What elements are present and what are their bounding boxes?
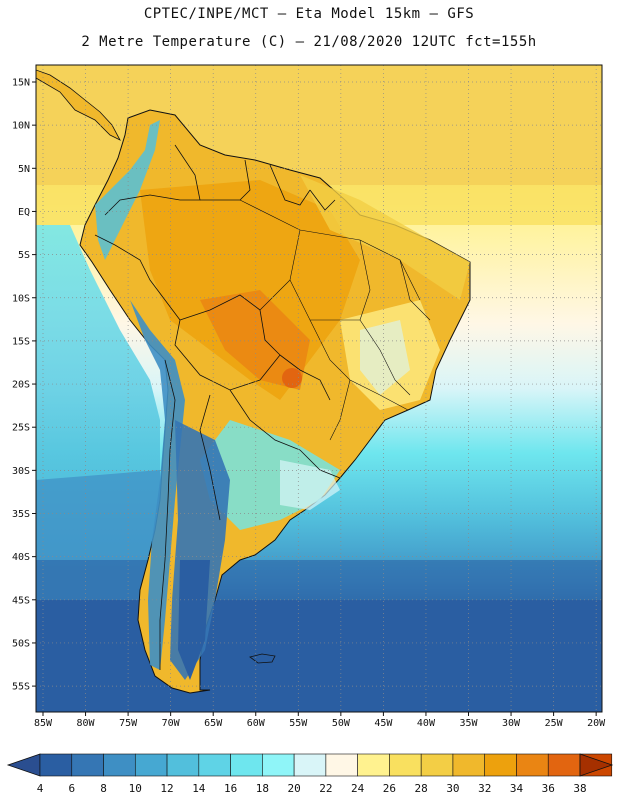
colorbar-swatch bbox=[39, 753, 73, 777]
lat-tick-label: 25S bbox=[12, 423, 30, 434]
colorbar-tick-label: 24 bbox=[351, 782, 365, 795]
map-title: CPTEC/INPE/MCT – Eta Model 15km – GFS bbox=[143, 6, 475, 22]
colorbar-tick-label: 6 bbox=[68, 782, 75, 795]
colorbar-swatch bbox=[484, 753, 517, 777]
lon-tick-label: 55W bbox=[289, 718, 308, 729]
colorbar-tick-label: 4 bbox=[37, 782, 44, 795]
colorbar-tick-label: 34 bbox=[510, 782, 524, 795]
lat-tick-label: 50S bbox=[12, 638, 30, 649]
lat-tick-label: 10N bbox=[12, 121, 30, 132]
map-subtitle: 2 Metre Temperature (C) – 21/08/2020 12U… bbox=[81, 34, 537, 50]
lon-tick-label: 35W bbox=[459, 718, 478, 729]
colorbar-tick-label: 18 bbox=[256, 782, 269, 795]
colorbar-swatch bbox=[389, 753, 422, 777]
lon-tick-label: 45W bbox=[374, 718, 393, 729]
state-borders bbox=[239, 199, 431, 441]
lon-tick-label: 60W bbox=[247, 718, 266, 729]
lat-tick-label: 15S bbox=[12, 336, 30, 347]
colorbar-low-arrow bbox=[6, 753, 41, 777]
lat-tick-label: 5S bbox=[18, 250, 30, 261]
lat-tick-label: EQ bbox=[18, 207, 30, 218]
colorbar-tick-label: 26 bbox=[383, 782, 396, 795]
colorbar-swatch bbox=[325, 753, 358, 777]
colorbar-tick-label: 30 bbox=[446, 782, 459, 795]
plot-frame bbox=[35, 64, 603, 713]
lon-tick-label: 25W bbox=[545, 718, 564, 729]
lon-tick-label: 40W bbox=[417, 718, 436, 729]
colorbar-swatch bbox=[357, 753, 390, 777]
colorbar: 4 6 8 10 12 14 16 18 20 22 24 26 28 30 32 34 36 38 bbox=[6, 753, 614, 795]
colorbar-tick-label: 8 bbox=[100, 782, 107, 795]
colorbar-swatch bbox=[230, 753, 263, 777]
map-plot-area bbox=[36, 65, 602, 712]
latitude-axis: 15N 10N 5N EQ 5S 10S 15S 20S 25S 30S 35S 40S 45S 50S 5… bbox=[12, 78, 36, 693]
lon-tick-label: 80W bbox=[77, 718, 96, 729]
colorbar-tick-label: 32 bbox=[478, 782, 491, 795]
colorbar-swatch bbox=[420, 753, 454, 777]
colorbar-swatch bbox=[293, 753, 327, 777]
colorbar-tick-label: 14 bbox=[192, 782, 206, 795]
lon-tick-label: 70W bbox=[162, 718, 181, 729]
falkland-islands bbox=[249, 653, 276, 664]
colorbar-swatch bbox=[166, 753, 200, 777]
colorbar-tick-label: 16 bbox=[224, 782, 237, 795]
colorbar-tick-label: 20 bbox=[287, 782, 300, 795]
colorbar-tick-label: 36 bbox=[542, 782, 555, 795]
colorbar-swatch bbox=[71, 753, 104, 777]
colorbar-swatch bbox=[198, 753, 231, 777]
colorbar-swatch bbox=[516, 753, 549, 777]
lon-tick-label: 50W bbox=[332, 718, 351, 729]
colorbar-high-arrow bbox=[579, 753, 614, 777]
colorbar-swatch bbox=[134, 753, 168, 777]
lat-tick-label: 5N bbox=[18, 164, 30, 175]
lat-tick-label: 55S bbox=[12, 682, 30, 693]
lat-tick-label: 45S bbox=[12, 595, 30, 606]
lat-tick-label: 40S bbox=[12, 552, 30, 563]
colorbar-swatch bbox=[547, 753, 581, 777]
longitude-axis: 85W 80W 75W 70W 65W 60W 55W 50W 45W 40W 35W 30W 25W 2… bbox=[34, 712, 606, 729]
colorbar-tick-label: 12 bbox=[160, 782, 173, 795]
lat-tick-label: 15N bbox=[12, 78, 30, 89]
lon-tick-label: 75W bbox=[119, 718, 138, 729]
lon-tick-label: 20W bbox=[587, 718, 606, 729]
colorbar-swatch bbox=[452, 753, 486, 777]
lat-tick-label: 20S bbox=[12, 380, 30, 391]
lat-tick-label: 30S bbox=[12, 466, 30, 477]
lon-tick-label: 85W bbox=[34, 718, 53, 729]
colorbar-swatch bbox=[103, 753, 136, 777]
colorbar-tick-label: 22 bbox=[319, 782, 332, 795]
lat-tick-label: 10S bbox=[12, 293, 30, 304]
lon-tick-label: 30W bbox=[502, 718, 521, 729]
colorbar-swatch bbox=[262, 753, 295, 777]
colorbar-tick-label: 38 bbox=[573, 782, 586, 795]
colorbar-tick-label: 10 bbox=[129, 782, 142, 795]
lat-tick-label: 35S bbox=[12, 509, 30, 520]
colorbar-tick-label: 28 bbox=[415, 782, 428, 795]
lon-tick-label: 65W bbox=[204, 718, 223, 729]
